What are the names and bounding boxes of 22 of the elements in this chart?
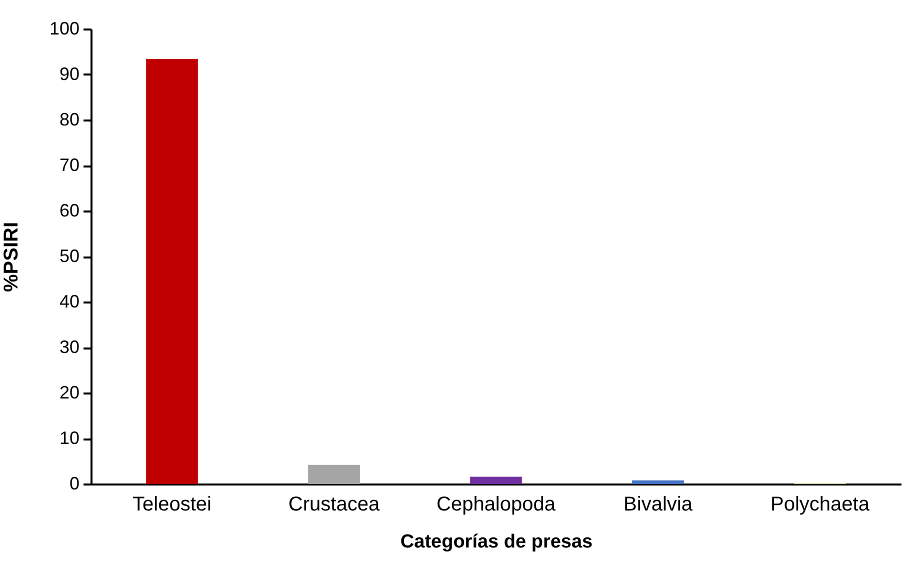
x-tick-label: Cephalopoda (436, 494, 556, 516)
y-tick-label: 60 (59, 200, 80, 220)
x-axis-title: Categorías de presas (400, 532, 593, 552)
bar (470, 476, 522, 484)
y-tick-label: 50 (59, 246, 80, 266)
y-axis-title: %PSIRI (0, 222, 22, 292)
y-tick-label: 30 (59, 337, 80, 357)
x-tick-label: Teleostei (132, 494, 212, 516)
y-tick-label: 10 (59, 428, 80, 448)
y-tick-label: 40 (59, 292, 80, 312)
y-tick-label: 70 (59, 155, 80, 175)
bar (308, 464, 360, 484)
y-tick-label: 100 (49, 18, 80, 38)
bar (632, 480, 684, 484)
x-tick-label: Crustacea (288, 494, 380, 516)
y-tick-label: 20 (59, 382, 80, 402)
x-tick-label: Polychaeta (770, 494, 870, 516)
x-tick-label: Bivalvia (624, 494, 694, 516)
y-tick-label: 0 (69, 474, 80, 494)
y-tick-label: 80 (59, 110, 80, 130)
bar (146, 59, 198, 484)
y-tick-label: 90 (59, 64, 80, 84)
